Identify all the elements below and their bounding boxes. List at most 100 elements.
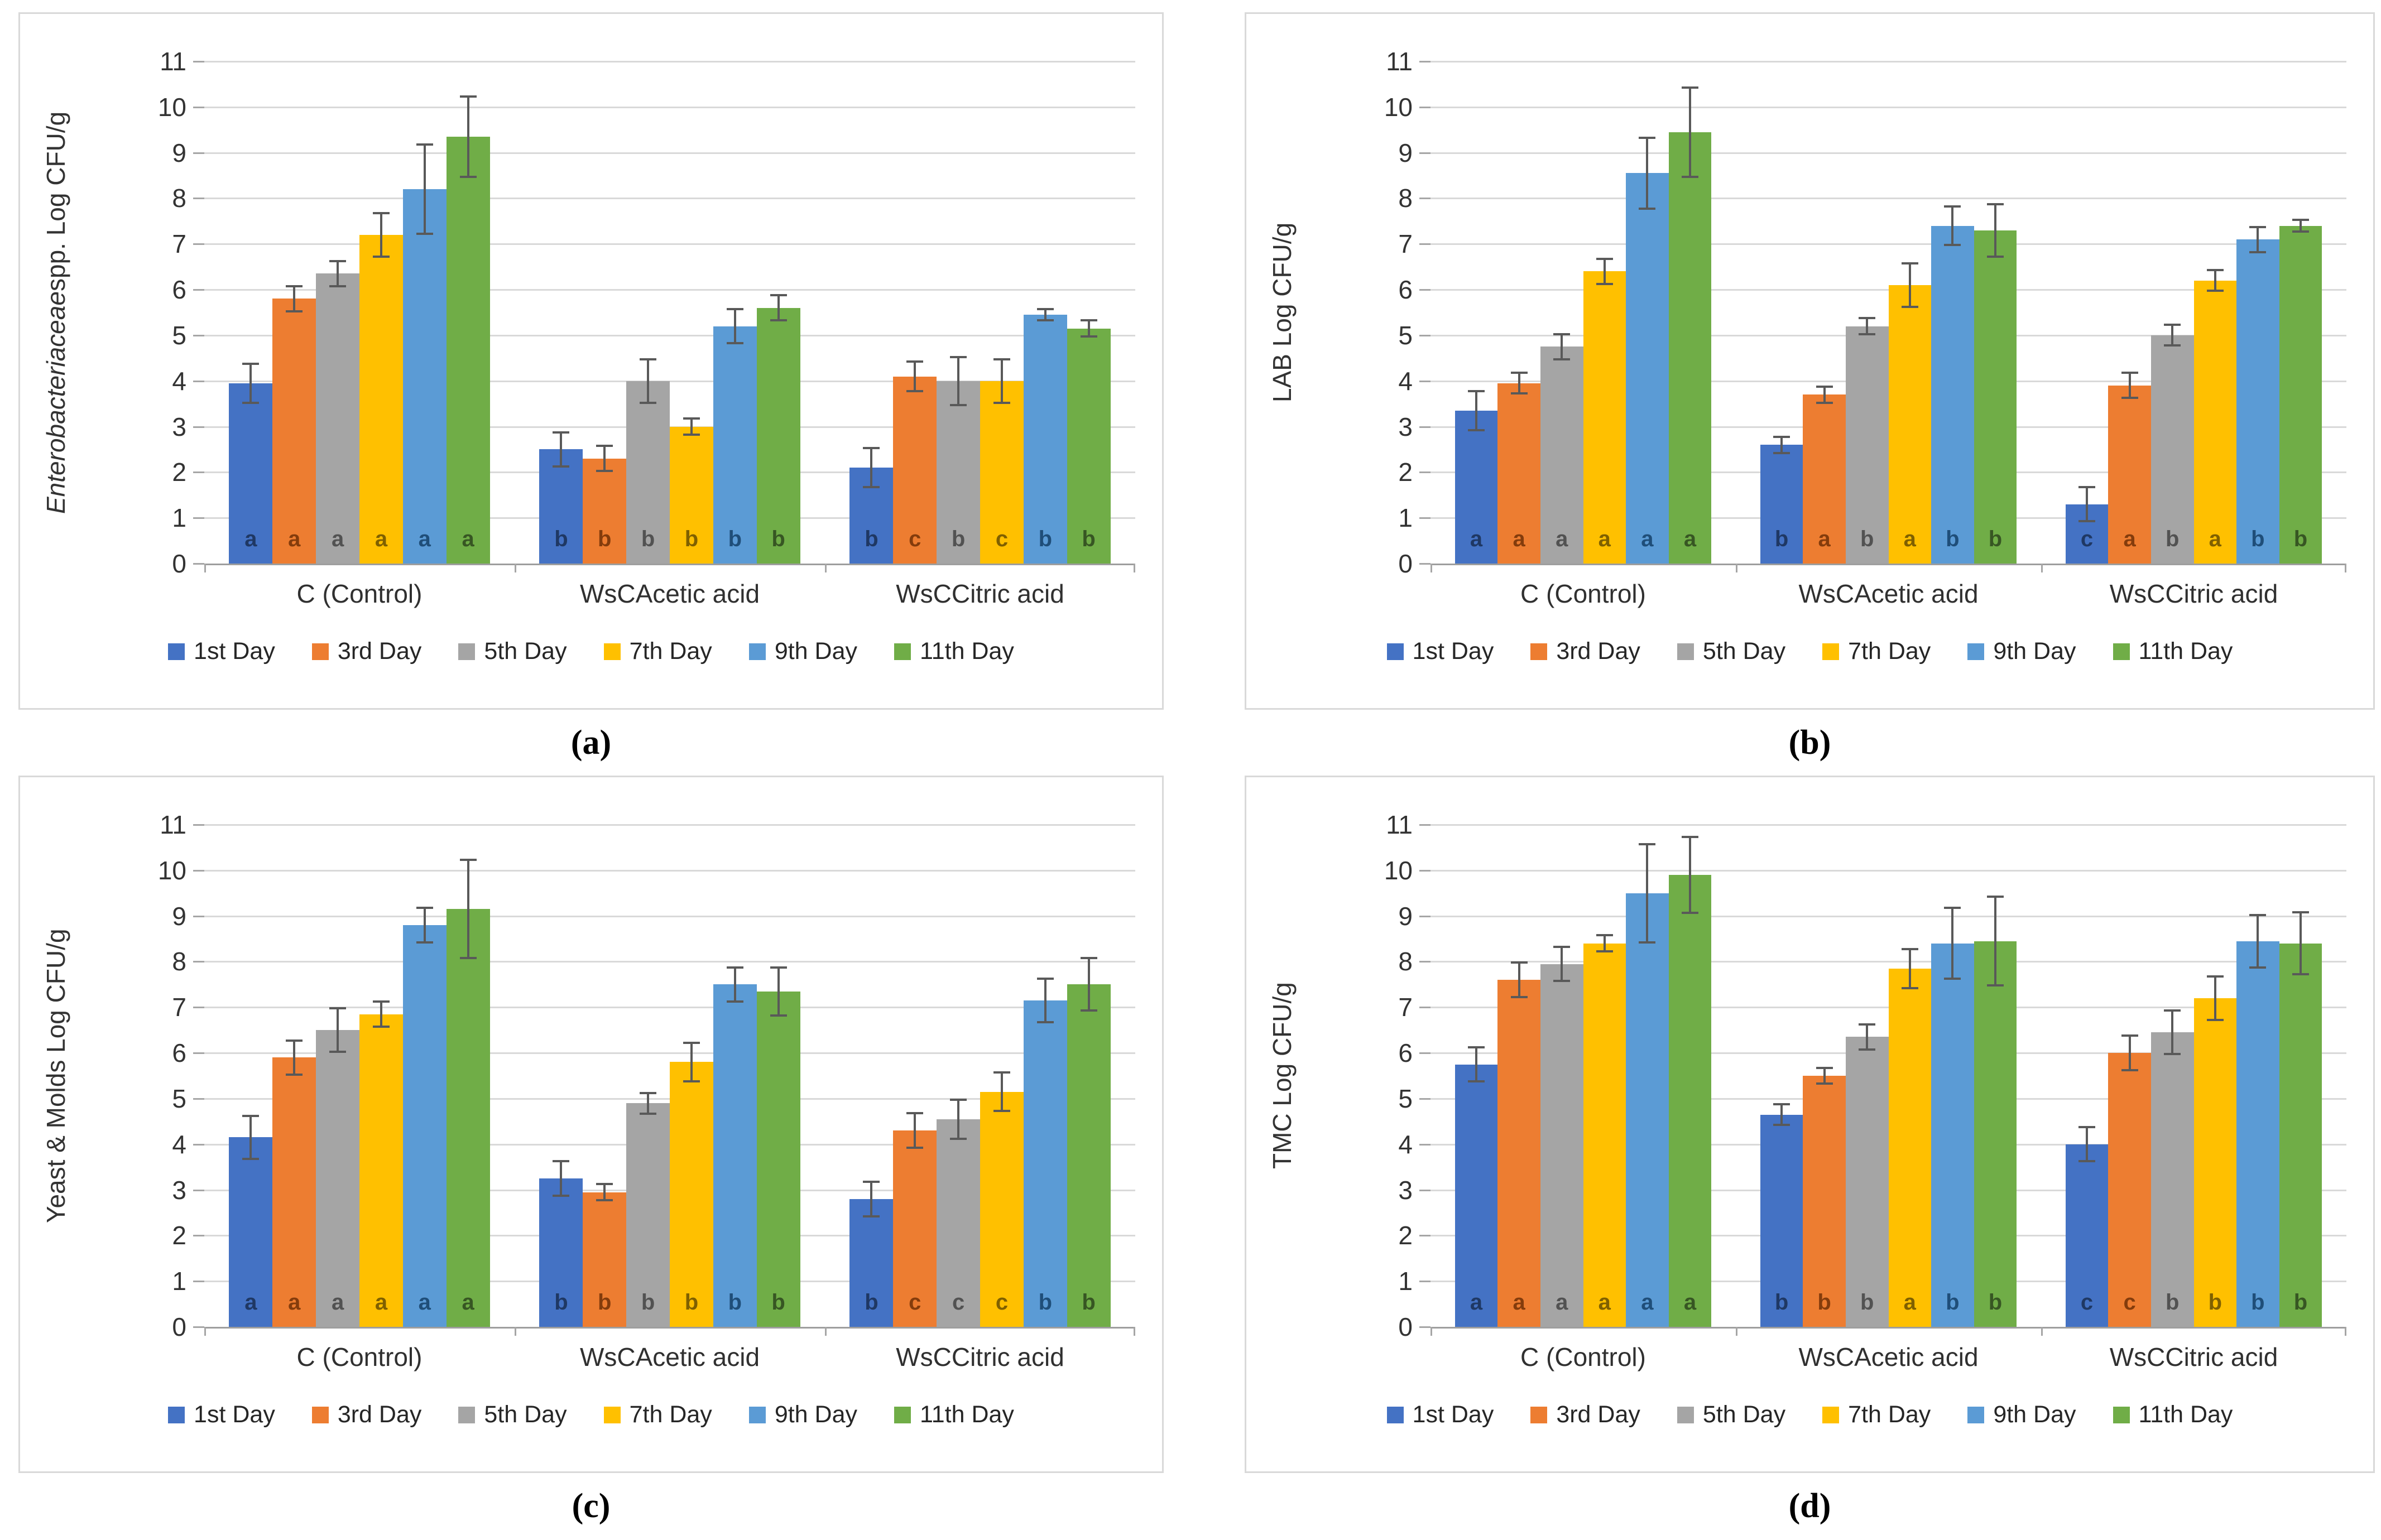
error-bar	[293, 1039, 296, 1076]
bar-5th-day: b	[2150, 1032, 2194, 1327]
error-bar	[647, 1091, 650, 1115]
error-bar	[1044, 307, 1047, 322]
bar-3rd-day: a	[1497, 383, 1540, 564]
y-axis-title: TMC Log CFU/g	[1262, 825, 1302, 1327]
error-bar	[647, 358, 650, 404]
y-tick-mark	[1419, 517, 1430, 519]
significance-letter: a	[462, 527, 474, 551]
legend-label: 7th Day	[629, 1401, 712, 1428]
bar-slot: b	[1845, 61, 1889, 564]
error-bar	[1908, 947, 1911, 989]
legend-swatch	[1386, 643, 1404, 660]
gridline-y8	[204, 198, 1135, 200]
plot-area: 0 1 2 3 4 5 6 7 8 9 10 11 a a a a a a b a b a b b c a b a b b	[1384, 47, 2346, 578]
bar-slot: b	[2236, 61, 2279, 564]
gridline-y8	[1430, 961, 2346, 963]
bar-slot: c	[893, 61, 937, 564]
bar-slot: c	[937, 825, 981, 1327]
bar-3rd-day: c	[893, 1130, 937, 1327]
error-bar	[1688, 836, 1691, 914]
bar-slot: b	[1845, 825, 1889, 1327]
significance-letter: b	[728, 1290, 742, 1315]
significance-letter: b	[1774, 1290, 1789, 1315]
legend-swatch	[458, 1406, 476, 1423]
y-tick-label: 1	[172, 503, 186, 533]
error-bar	[957, 1098, 960, 1140]
legend-label: 11th Day	[920, 1401, 1014, 1428]
significance-letter: b	[1988, 527, 2003, 551]
y-tick-mark	[1419, 1007, 1430, 1009]
y-tick-mark	[1419, 243, 1430, 246]
legend-swatch	[2113, 1406, 2130, 1423]
legend-label: 5th Day	[484, 638, 567, 665]
bar-1st-day: b	[849, 468, 894, 564]
legend-item-5th-day: 5th Day	[1677, 1401, 1785, 1428]
error-bar	[2128, 372, 2131, 400]
bar-slot: a	[446, 61, 490, 564]
bar-3rd-day: a	[272, 299, 316, 564]
error-bar	[2214, 269, 2216, 292]
significance-letter: b	[771, 1290, 785, 1315]
y-tick-label: 0	[1398, 549, 1413, 578]
significance-letter: c	[909, 1290, 921, 1315]
bar-slot: a	[402, 61, 447, 564]
bar-slot: b	[1023, 825, 1067, 1327]
significance-letter: a	[1903, 527, 1916, 551]
y-axis-title-part: Yeast & Molds Log CFU/g	[41, 928, 70, 1223]
significance-letter: a	[1556, 1290, 1568, 1315]
gridline-y10	[204, 106, 1135, 108]
significance-letter: c	[2080, 1290, 2094, 1315]
legend-swatch	[1530, 1406, 1548, 1423]
significance-letter: b	[865, 1290, 879, 1315]
y-tick-label: 3	[172, 412, 186, 441]
y-tick-label: 1	[1398, 503, 1413, 533]
bar-slot: a	[2193, 61, 2237, 564]
bar-slot: b	[626, 825, 670, 1327]
y-tick-label: 1	[1398, 1267, 1413, 1296]
legend-swatch	[748, 1406, 766, 1423]
gridline-y10	[1430, 106, 2346, 108]
x-category-label-3: WsCCitric acid	[2109, 1342, 2278, 1371]
significance-letter: b	[865, 527, 879, 551]
bar-1st-day: b	[849, 1199, 894, 1327]
legend: 1st Day 3rd Day 5th Day 7th Day 9th Day 11th …	[1246, 1401, 2373, 1428]
y-tick-label: 10	[1384, 92, 1413, 122]
bar-1st-day: b	[539, 1178, 583, 1327]
error-bar	[690, 417, 693, 436]
y-tick-mark	[193, 824, 204, 826]
bar-9th-day: b	[1931, 943, 1974, 1327]
y-tick-mark	[193, 563, 204, 565]
y-tick-mark	[193, 1281, 204, 1283]
legend-item-9th-day: 9th Day	[1967, 638, 2076, 665]
bar-slot: a	[402, 825, 447, 1327]
bar-slot: b	[756, 61, 800, 564]
error-bar	[560, 1160, 563, 1197]
x-tick-mark	[1735, 564, 1737, 572]
bar-1st-day: a	[1454, 1064, 1498, 1327]
legend: 1st Day 3rd Day 5th Day 7th Day 9th Day 11th …	[1246, 638, 2373, 665]
x-category-label-2: WsCAcetic acid	[1798, 579, 1979, 608]
y-tick-label: 7	[1398, 229, 1413, 259]
error-bar	[467, 859, 469, 960]
legend-label: 5th Day	[1702, 1401, 1786, 1428]
legend-swatch	[603, 643, 621, 660]
significance-letter: a	[244, 527, 257, 551]
x-tick-mark	[1134, 564, 1135, 572]
chart-panel-b: LAB Log CFU/g 0 1 2 3 4 5 6 7 8 9 10 11 a a a a a a b a b a b b c…	[1245, 12, 2375, 710]
x-category-label-3: WsCCitric acid	[2109, 579, 2278, 608]
legend-label: 3rd Day	[337, 638, 422, 665]
bar-5th-day: c	[937, 1119, 981, 1327]
error-bar	[293, 285, 296, 312]
significance-letter: b	[554, 527, 568, 551]
error-bar	[1518, 961, 1520, 998]
significance-letter: a	[1818, 527, 1831, 551]
legend-swatch	[894, 1406, 911, 1423]
bar-slot: c	[980, 61, 1024, 564]
y-tick-label: 8	[172, 184, 186, 213]
y-axis-title-part: LAB Log CFU/g	[1268, 222, 1297, 403]
error-bar	[1000, 1071, 1003, 1113]
significance-letter: a	[1470, 1290, 1483, 1315]
